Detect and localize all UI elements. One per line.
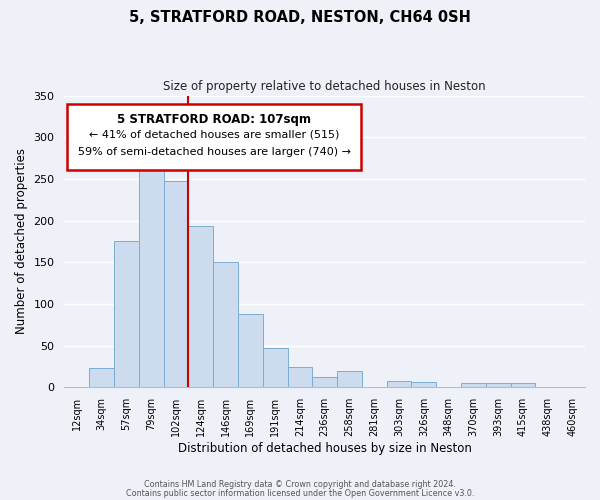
Bar: [114, 242, 139, 388]
Text: 5, STRATFORD ROAD, NESTON, CH64 0SH: 5, STRATFORD ROAD, NESTON, CH64 0SH: [129, 10, 471, 25]
Bar: [164, 180, 188, 388]
Bar: [337, 370, 362, 388]
Bar: [412, 382, 436, 388]
Bar: [313, 378, 337, 388]
Bar: [213, 262, 238, 388]
Title: Size of property relative to detached houses in Neston: Size of property relative to detached ho…: [163, 80, 486, 93]
Bar: [89, 368, 114, 388]
Bar: [263, 348, 287, 388]
Text: ← 41% of detached houses are smaller (515): ← 41% of detached houses are smaller (51…: [89, 129, 339, 139]
Y-axis label: Number of detached properties: Number of detached properties: [15, 148, 28, 334]
FancyBboxPatch shape: [67, 104, 361, 170]
Bar: [287, 366, 313, 388]
Bar: [486, 383, 511, 388]
Bar: [188, 226, 213, 388]
Text: Contains HM Land Registry data © Crown copyright and database right 2024.: Contains HM Land Registry data © Crown c…: [144, 480, 456, 489]
Bar: [511, 383, 535, 388]
Bar: [139, 164, 164, 388]
Bar: [238, 314, 263, 388]
X-axis label: Distribution of detached houses by size in Neston: Distribution of detached houses by size …: [178, 442, 472, 455]
Text: 5 STRATFORD ROAD: 107sqm: 5 STRATFORD ROAD: 107sqm: [117, 113, 311, 126]
Text: Contains public sector information licensed under the Open Government Licence v3: Contains public sector information licen…: [126, 489, 474, 498]
Bar: [461, 383, 486, 388]
Text: 59% of semi-detached houses are larger (740) →: 59% of semi-detached houses are larger (…: [77, 146, 350, 156]
Bar: [386, 380, 412, 388]
